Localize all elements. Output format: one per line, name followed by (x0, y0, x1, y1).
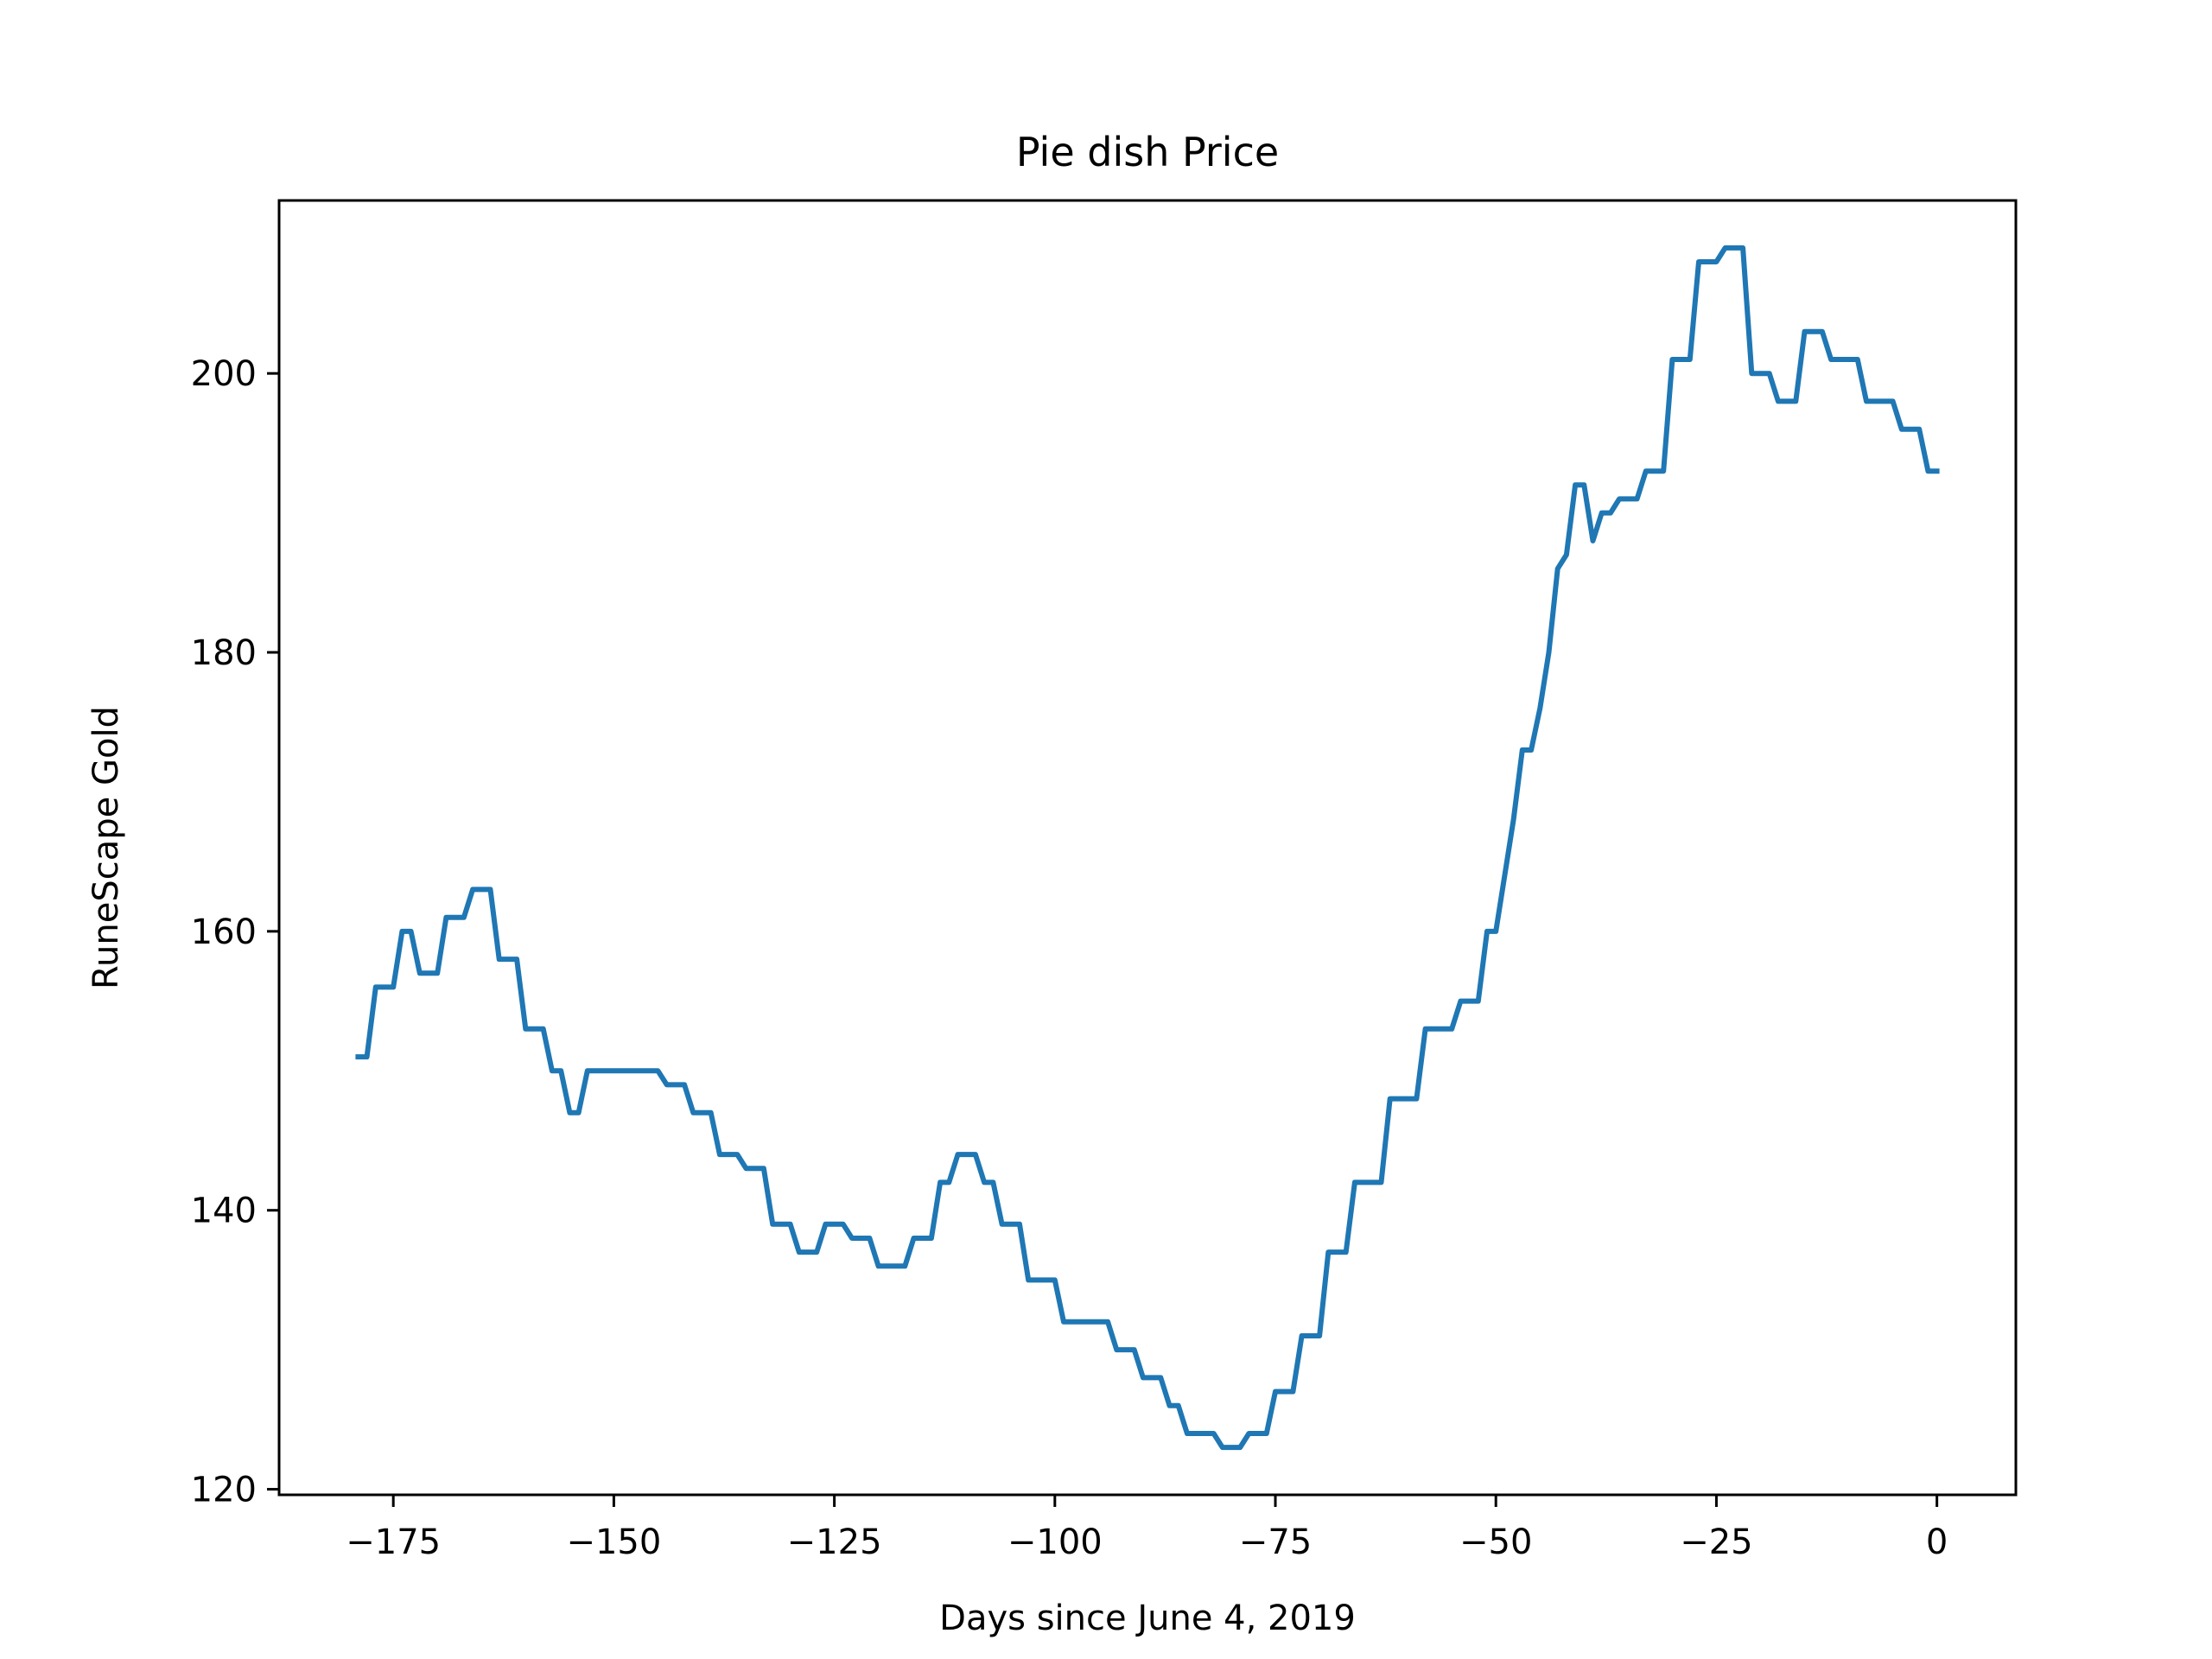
y-tick-label: 140 (191, 1192, 257, 1231)
x-tick-label: −25 (1680, 1522, 1752, 1562)
y-tick-label: 200 (191, 354, 257, 394)
x-axis-ticks: −175 −150 −125 −100 −75 −50 −25 0 (346, 1495, 1948, 1562)
plot-area (277, 199, 2018, 1497)
x-tick-label: −150 (566, 1522, 661, 1562)
x-tick-label: −50 (1459, 1522, 1532, 1562)
y-tick-label: 180 (191, 633, 257, 673)
y-axis-ticks: 120 140 160 180 200 (191, 354, 279, 1510)
plot-frame (277, 199, 2018, 1497)
price-line-series (355, 245, 1940, 1451)
y-axis-label: RuneScape Gold (86, 706, 126, 989)
x-tick-label: −100 (1007, 1522, 1103, 1562)
series-layer (355, 245, 1940, 1451)
x-tick-label: −75 (1239, 1522, 1312, 1562)
chart-title: Pie dish Price (1016, 129, 1279, 175)
x-tick-label: −125 (787, 1522, 882, 1562)
x-tick-label: 0 (1926, 1522, 1948, 1562)
x-tick-label: −175 (346, 1522, 441, 1562)
y-tick-label: 120 (191, 1471, 257, 1510)
y-tick-label: 160 (191, 912, 257, 952)
x-axis-label: Days since June 4, 2019 (939, 1599, 1356, 1638)
